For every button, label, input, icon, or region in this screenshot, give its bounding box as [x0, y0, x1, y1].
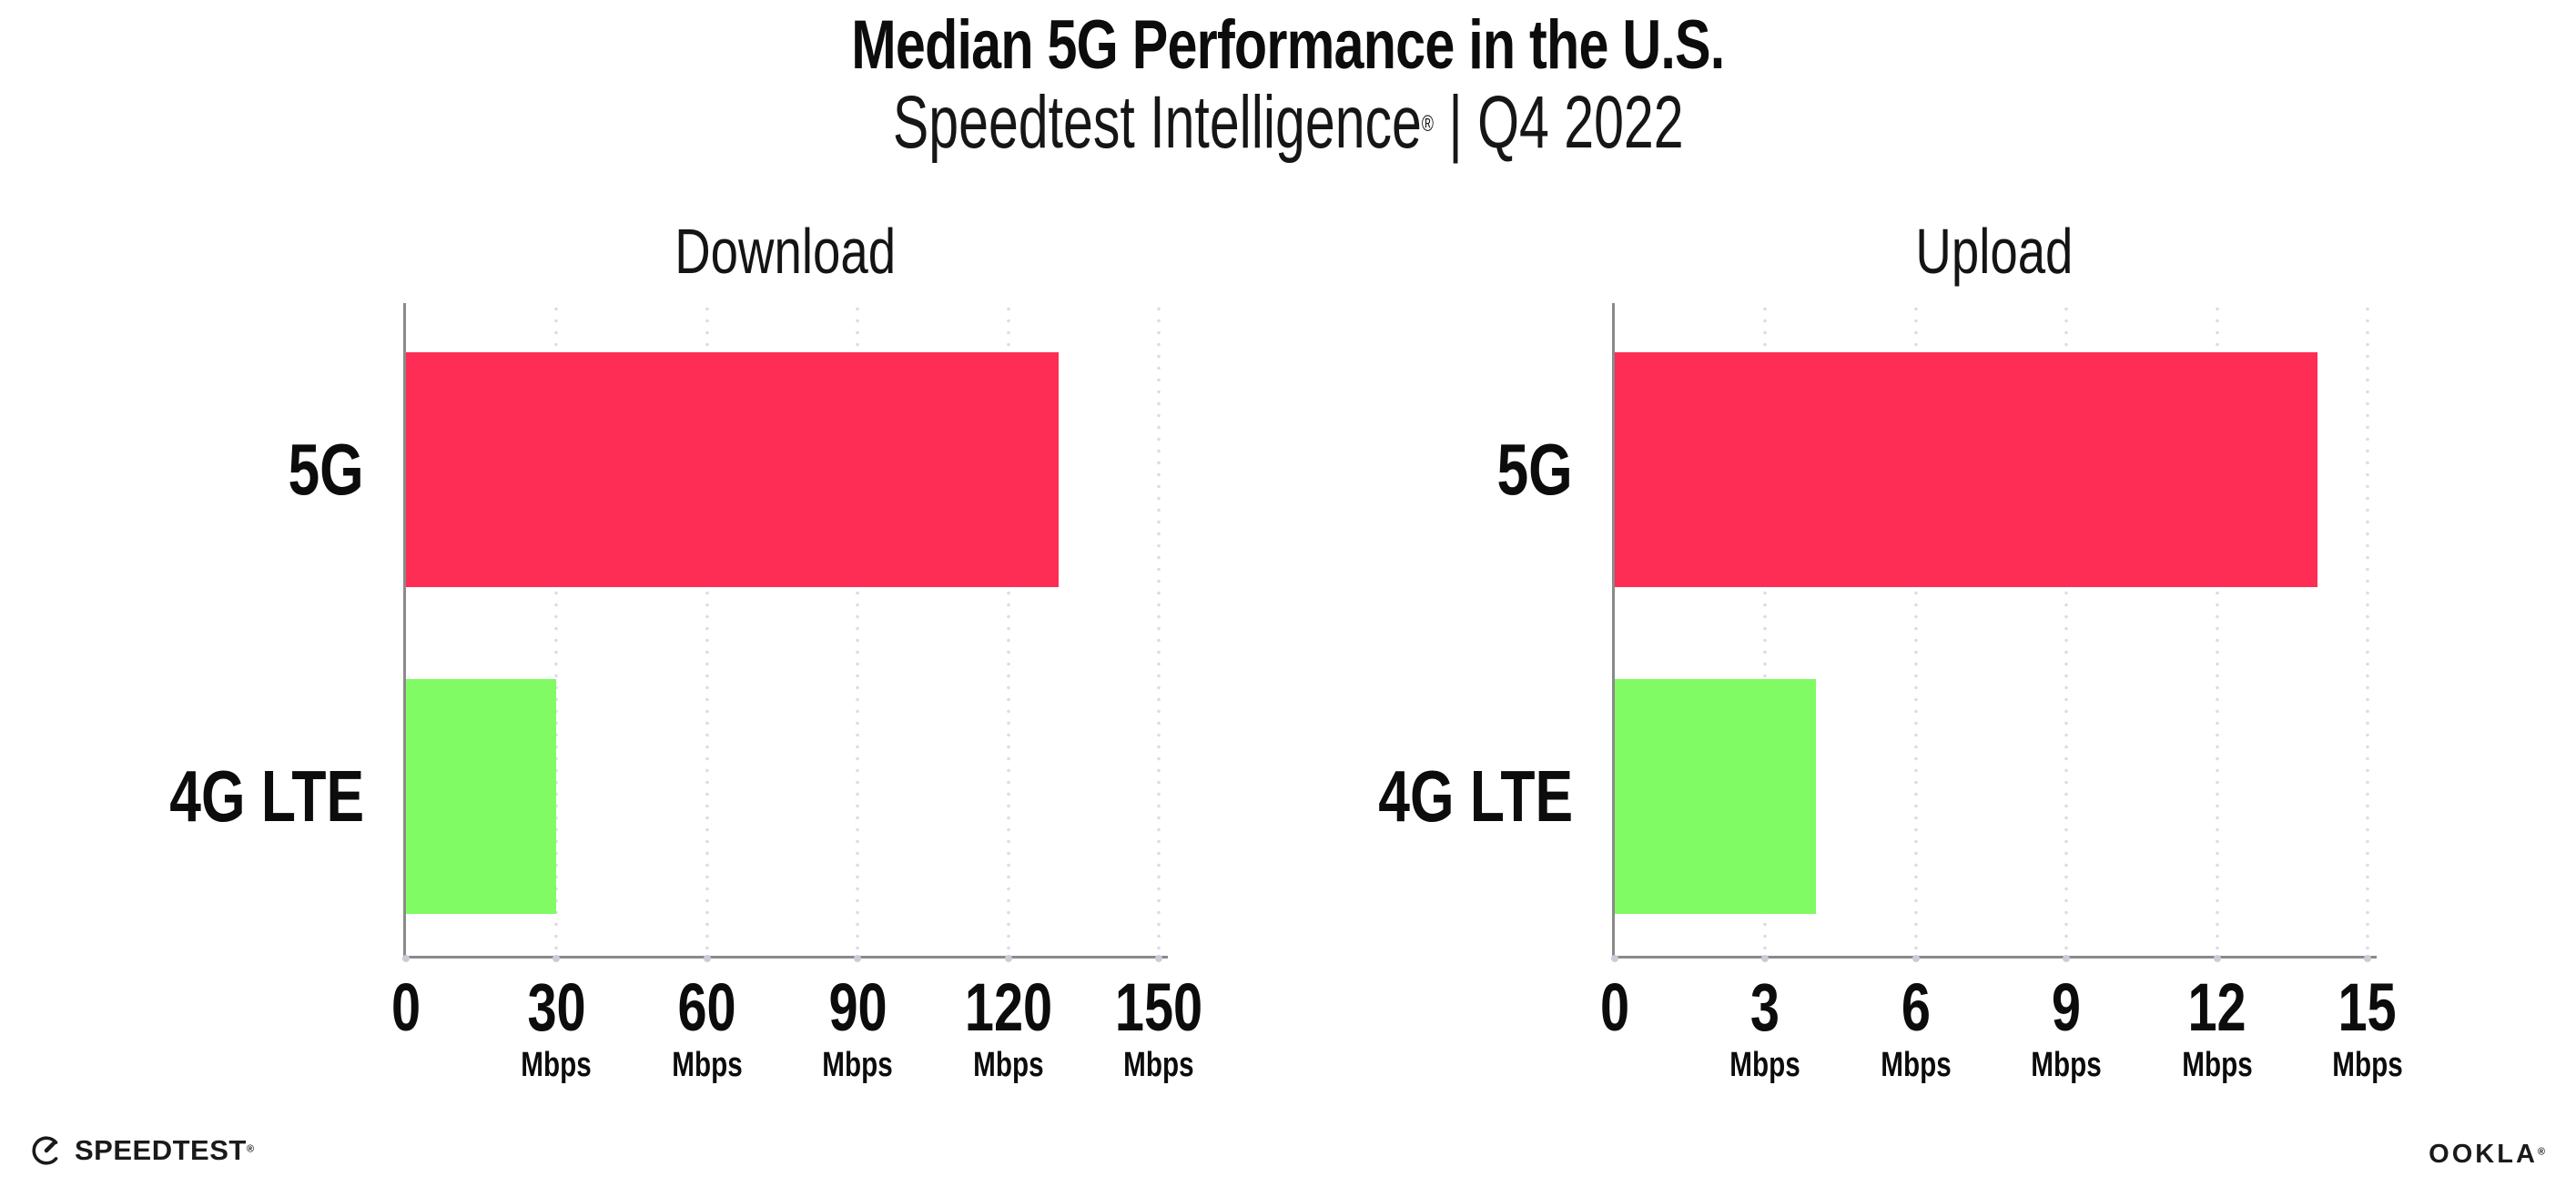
- ookla-registered-mark: ®: [2537, 1146, 2545, 1158]
- x-tick-label-12: 12 Mbps: [2172, 969, 2262, 1084]
- axis-tick-dot: [1004, 955, 1012, 962]
- speedtest-wordmark: SPEEDTEST®: [75, 1134, 254, 1166]
- bar-4g-lte-upload: [1615, 679, 1816, 914]
- bar-4g-lte-download: [406, 679, 557, 914]
- x-tick-value: 90: [828, 969, 887, 1045]
- axis-tick-dot: [553, 955, 561, 962]
- x-tick-value: 3: [1750, 969, 1780, 1045]
- x-tick-unit: Mbps: [1881, 1046, 1952, 1084]
- bar-5g-download: [406, 352, 1059, 587]
- gridline-150: [1157, 303, 1161, 956]
- x-tick-value: 150: [1114, 969, 1203, 1045]
- x-tick-unit: Mbps: [2181, 1046, 2253, 1084]
- x-tick-label-3: 3 Mbps: [1720, 969, 1810, 1084]
- speedtest-gauge-icon: [32, 1136, 58, 1165]
- x-tick-unit: Mbps: [2031, 1046, 2102, 1084]
- gridline-120: [1006, 303, 1010, 956]
- gridline-90: [856, 303, 860, 956]
- category-label-4g-lte: 4G LTE: [1378, 756, 1573, 837]
- x-tick-value: 9: [2052, 969, 2082, 1045]
- chart-title-download: Download: [674, 216, 897, 287]
- x-tick-label-90: 90 Mbps: [813, 969, 903, 1084]
- category-label-5g: 5G: [1496, 429, 1573, 510]
- axis-tick-dot: [2364, 955, 2371, 962]
- gridline-6: [1913, 303, 1918, 956]
- x-tick-unit: Mbps: [1123, 1046, 1194, 1084]
- x-tick-value: 0: [390, 969, 421, 1045]
- axis-tick-dot: [1761, 955, 1770, 962]
- registered-mark: ®: [1421, 111, 1434, 137]
- x-tick-label-30: 30 Mbps: [512, 969, 602, 1084]
- subtitle-brand: Speedtest Intelligence: [892, 81, 1422, 164]
- axis-tick-dot: [402, 955, 410, 962]
- x-tick-unit: Mbps: [1729, 1046, 1801, 1084]
- x-tick-label-150: 150 Mbps: [1102, 969, 1214, 1084]
- x-tick-unit: Mbps: [521, 1046, 593, 1084]
- page-title: Median 5G Performance in the U.S.: [851, 6, 1725, 84]
- x-tick-value: 0: [1599, 969, 1630, 1045]
- bar-5g-upload: [1615, 352, 2317, 587]
- category-label-5g: 5G: [288, 429, 364, 510]
- axis-tick-dot: [2213, 955, 2221, 962]
- x-tick-value: 60: [677, 969, 736, 1045]
- x-tick-label-0: 0: [387, 974, 424, 1041]
- axis-tick-dot: [703, 955, 711, 962]
- x-tick-unit: Mbps: [972, 1046, 1044, 1084]
- speedtest-registered-mark: ®: [246, 1143, 254, 1155]
- x-tick-value: 15: [2338, 969, 2398, 1045]
- x-tick-unit: Mbps: [672, 1046, 743, 1084]
- category-label-4g-lte: 4G LTE: [169, 756, 364, 837]
- axis-tick-dot: [1611, 955, 1618, 962]
- upload-plot: 0 3 Mbps 6 Mbps 9 Mbps 12 Mbps 15 Mbps 5G 4G LTE: [1378, 303, 2403, 1082]
- chart-title-upload: Upload: [1915, 216, 2074, 287]
- gridline-3: [1763, 303, 1768, 956]
- x-tick-value: 120: [964, 969, 1052, 1045]
- gridline-9: [2064, 303, 2069, 956]
- x-tick-label-120: 120 Mbps: [952, 969, 1064, 1084]
- download-plot: 0 30 Mbps 60 Mbps 90 Mbps 120 Mbps 150 Mbps 5G 4G LT…: [169, 303, 1202, 1082]
- x-tick-value: 30: [527, 969, 586, 1045]
- axis-tick-dot: [1912, 955, 1920, 962]
- x-tick-label-6: 6 Mbps: [1871, 969, 1961, 1084]
- ookla-logo: OOKLA®: [2429, 1140, 2545, 1170]
- x-tick-value: 6: [1901, 969, 1931, 1045]
- axis-tick-dot: [854, 955, 862, 962]
- axis-tick-dot: [2063, 955, 2071, 962]
- x-tick-unit: Mbps: [822, 1046, 893, 1084]
- speedtest-logo: SPEEDTEST®: [30, 1134, 254, 1167]
- x-tick-label-9: 9 Mbps: [2022, 969, 2112, 1084]
- page-subtitle: Speedtest Intelligence® | Q4 2022: [0, 80, 2576, 166]
- x-tick-value: 12: [2187, 969, 2246, 1045]
- x-tick-label-60: 60 Mbps: [662, 969, 752, 1084]
- gridline-30: [554, 303, 559, 956]
- x-tick-unit: Mbps: [2332, 1046, 2403, 1084]
- gridline-60: [705, 303, 709, 956]
- gridline-15: [2366, 303, 2369, 956]
- axis-tick-dot: [1155, 955, 1162, 962]
- ookla-wordmark: OOKLA: [2429, 1140, 2538, 1169]
- subtitle-period: | Q4 2022: [1433, 81, 1684, 164]
- gridline-12: [2215, 303, 2219, 956]
- x-tick-label-15: 15 Mbps: [2322, 969, 2412, 1084]
- x-tick-label-0: 0: [1596, 974, 1633, 1041]
